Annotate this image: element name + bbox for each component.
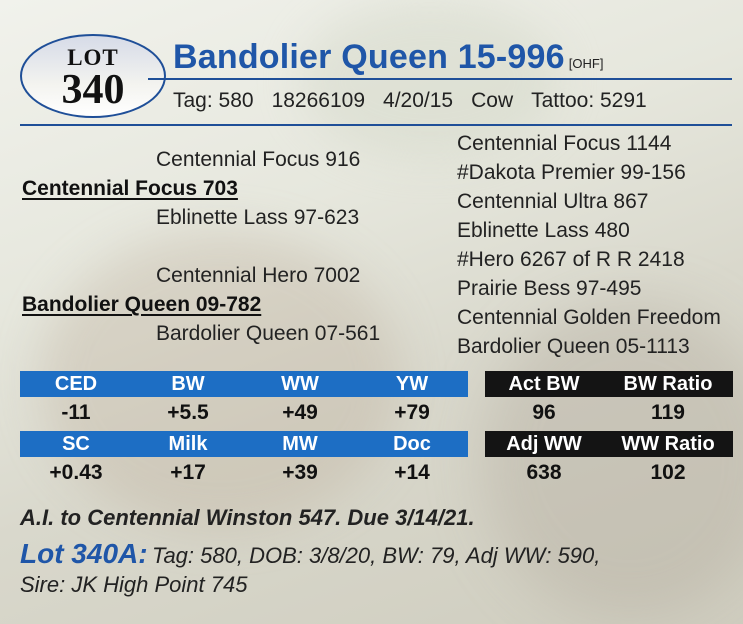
animal-tag-suffix: [OHF] [568, 56, 604, 71]
pedigree-sire-sire: Centennial Focus 916 [156, 148, 361, 171]
calf-lot-label: Lot 340A: [20, 538, 148, 569]
epd-value-ced: -11 [61, 401, 91, 424]
perf-value-adj-ww: 638 [526, 461, 562, 484]
pedigree-dam-sire: Centennial Hero 7002 [156, 264, 361, 287]
pedigree-third-gen-5: #Hero 6267 of R R 2418 [457, 248, 685, 271]
pedigree-third-gen-6: Prairie Bess 97-495 [457, 277, 642, 300]
perf-header-adj-ww: Adj WW [506, 433, 582, 455]
pedigree-third-gen-3: Centennial Ultra 867 [457, 190, 649, 213]
animal-registration: 18266109 [271, 89, 366, 112]
epd-header-ced: CED [54, 373, 98, 395]
page-title: Bandolier Queen 15-996 [OHF] [173, 38, 603, 77]
animal-info-line: Tag: 580 18266109 4/20/15 Cow Tattoo: 5291 [173, 89, 647, 113]
epd-value-sc: +0.43 [49, 461, 103, 484]
epd-value-milk: +17 [170, 461, 206, 484]
info-divider [20, 124, 732, 126]
pedigree-third-gen-1: Centennial Focus 1144 [457, 132, 672, 155]
perf-value-act-bw: 96 [532, 401, 556, 424]
epd-header-mw: MW [282, 433, 318, 455]
pedigree-third-gen-4: Eblinette Lass 480 [457, 219, 630, 242]
pedigree-third-gen-7: Centennial Golden Freedom [457, 306, 721, 329]
epd-header-yw: YW [395, 373, 429, 395]
pedigree-sire: Centennial Focus 703 [22, 177, 238, 200]
perf-header-ww-ratio: WW Ratio [621, 433, 715, 455]
performance-header-row-1: Act BW BW Ratio [485, 371, 733, 397]
animal-tag: Tag: 580 [173, 89, 254, 112]
epd-header-bw: BW [171, 373, 205, 395]
lot-badge: LOT 340 [20, 34, 166, 118]
animal-name: Bandolier Queen 15-996 [173, 38, 565, 76]
ai-breeding-note: A.I. to Centennial Winston 547. Due 3/14… [20, 505, 475, 530]
epd-value-bw: +5.5 [167, 401, 209, 424]
performance-header-row-2: Adj WW WW Ratio [485, 431, 733, 457]
epd-value-yw: +79 [394, 401, 430, 424]
epd-header-doc: Doc [393, 433, 431, 455]
perf-header-bw-ratio: BW Ratio [623, 373, 713, 395]
epd-header-row-2: SC Milk MW Doc [20, 431, 468, 457]
animal-sex: Cow [471, 89, 514, 112]
epd-value-mw: +39 [282, 461, 318, 484]
lot-number: 340 [61, 67, 125, 113]
header-divider [148, 78, 732, 80]
pedigree-sire-dam: Eblinette Lass 97-623 [156, 206, 360, 229]
perf-value-bw-ratio: 119 [651, 401, 685, 424]
epd-value-ww: +49 [282, 401, 318, 424]
calf-sire: Sire: JK High Point 745 [20, 572, 248, 597]
pedigree-dam-dam: Bardolier Queen 07-561 [156, 322, 381, 345]
epd-header-ww: WW [281, 373, 319, 395]
pedigree-third-gen-2: #Dakota Premier 99-156 [457, 161, 686, 184]
pedigree-dam: Bandolier Queen 09-782 [22, 293, 262, 316]
animal-tattoo: Tattoo: 5291 [531, 89, 647, 112]
epd-header-row-1: CED BW WW YW [20, 371, 468, 397]
calf-lot-block: Lot 340A: Tag: 580, DOB: 3/8/20, BW: 79,… [20, 538, 720, 598]
lot-label: LOT [67, 45, 119, 70]
epd-header-milk: Milk [168, 433, 208, 455]
perf-header-act-bw: Act BW [508, 373, 580, 395]
epd-value-doc: +14 [394, 461, 430, 484]
perf-value-ww-ratio: 102 [650, 461, 686, 484]
epd-header-sc: SC [62, 433, 90, 455]
animal-dob: 4/20/15 [383, 89, 454, 112]
pedigree-third-gen-8: Bardolier Queen 05-1113 [457, 335, 690, 358]
calf-lot-details: Tag: 580, DOB: 3/8/20, BW: 79, Adj WW: 5… [152, 543, 601, 568]
